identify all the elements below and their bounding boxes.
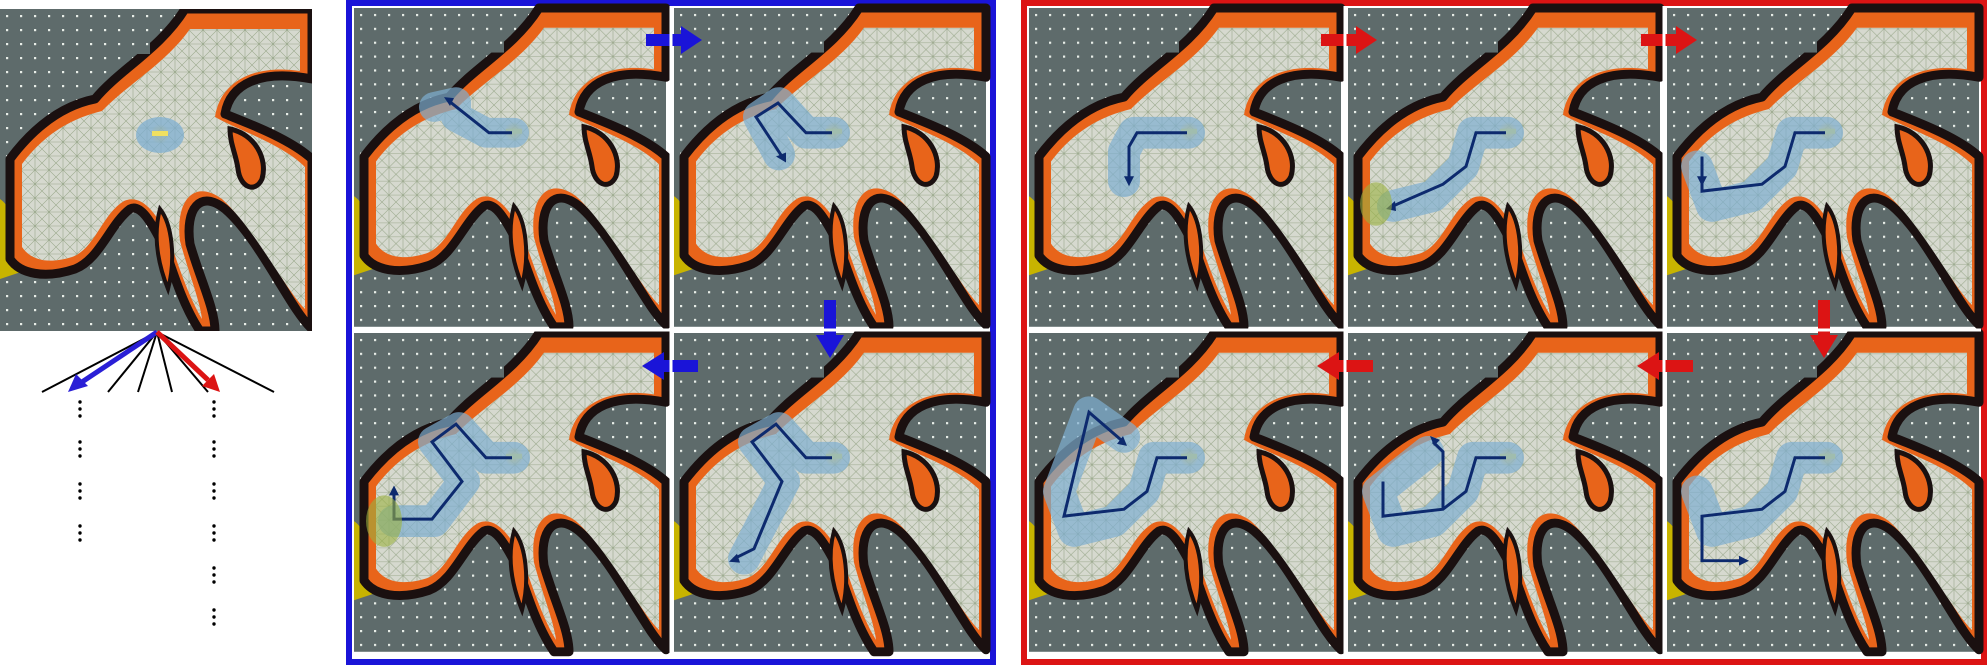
red-panel-3	[1667, 8, 1979, 327]
seq-arrow-right-icon	[1321, 26, 1377, 54]
red-panel-5	[1348, 333, 1660, 652]
root-map	[0, 9, 312, 331]
red-sequence	[1021, 0, 1987, 665]
path-arrowhead-icon	[444, 97, 454, 107]
blue-panel-1	[354, 8, 666, 327]
red-branch-arrow	[155, 330, 220, 392]
right-continuation-dots	[212, 400, 216, 626]
path-arrowhead-icon	[1117, 435, 1127, 446]
path-arrowhead-icon	[1124, 176, 1134, 187]
path-arrowhead-icon	[776, 152, 786, 163]
path-arrowhead-icon	[1697, 176, 1707, 187]
blue-panel-2	[674, 8, 986, 327]
root-map-panel	[0, 9, 312, 331]
red-panel-1	[1029, 8, 1341, 327]
agent-marker	[152, 131, 168, 136]
blue-branch-arrow	[68, 330, 159, 392]
path-arrowhead-icon	[729, 553, 740, 563]
seq-arrow-right-icon	[646, 26, 702, 54]
blue-panel-4	[674, 333, 986, 652]
path-arrowhead-icon	[389, 485, 399, 496]
red-panel-2	[1348, 8, 1660, 327]
seq-arrow-right-icon	[1641, 26, 1697, 54]
left-continuation-dots	[78, 400, 82, 542]
blue-panel-3	[354, 333, 666, 652]
red-panel-4	[1667, 333, 1979, 652]
path-arrowhead-icon	[1430, 435, 1440, 446]
branch-tree	[30, 330, 290, 630]
blue-sequence	[346, 0, 996, 665]
path-arrowhead-icon	[1739, 555, 1749, 566]
red-panel-6	[1029, 333, 1341, 652]
